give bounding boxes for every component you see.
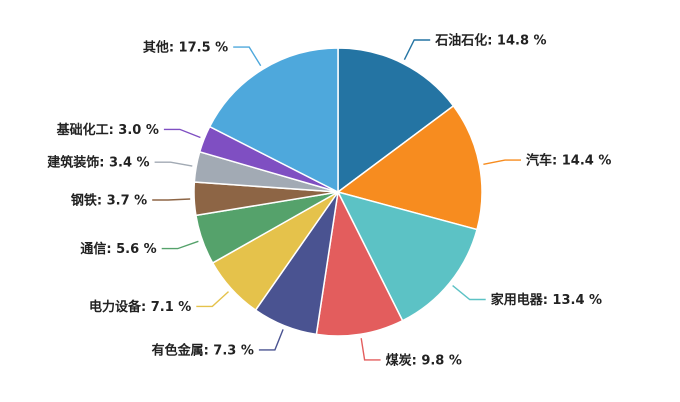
leader-line <box>163 128 201 139</box>
pie-slice <box>208 47 339 194</box>
pie-slice <box>336 190 478 322</box>
leader-line <box>403 39 431 61</box>
leader-lines <box>152 39 521 361</box>
slice-label: 钢铁: 3.7 % <box>71 193 147 209</box>
slice-label: 煤炭: 9.8 % <box>386 352 462 368</box>
slice-label: 其他: 17.5 % <box>143 40 228 56</box>
slice-label: 家用电器: 13.4 % <box>491 292 602 308</box>
slice-label: 汽车: 14.4 % <box>526 153 611 169</box>
pie-slices <box>193 47 483 337</box>
pie-slice <box>336 104 483 231</box>
leader-line <box>452 285 486 301</box>
pie-slice <box>315 189 404 337</box>
leader-line <box>196 291 229 308</box>
slice-label: 石油石化: 14.8 % <box>434 33 546 49</box>
leader-line <box>152 198 191 201</box>
slice-label: 基础化工: 3.0 % <box>56 122 159 138</box>
leader-line <box>360 338 381 361</box>
leader-line <box>161 240 199 250</box>
slice-label: 电力设备: 7.1 % <box>89 299 191 315</box>
slice-label: 有色金属: 7.3 % <box>152 342 254 358</box>
pie-slice <box>337 47 455 194</box>
leader-line <box>483 159 521 165</box>
leader-line <box>258 329 284 351</box>
leader-line <box>154 161 193 167</box>
leader-line <box>233 46 262 67</box>
slice-labels: 石油石化: 14.8 % 汽车: 14.4 % 家用电器: 13.4 % 煤炭: 9.… <box>47 33 611 369</box>
slice-label: 通信: 5.6 % <box>80 241 156 257</box>
slice-label: 建筑装饰: 3.4 % <box>47 155 149 171</box>
